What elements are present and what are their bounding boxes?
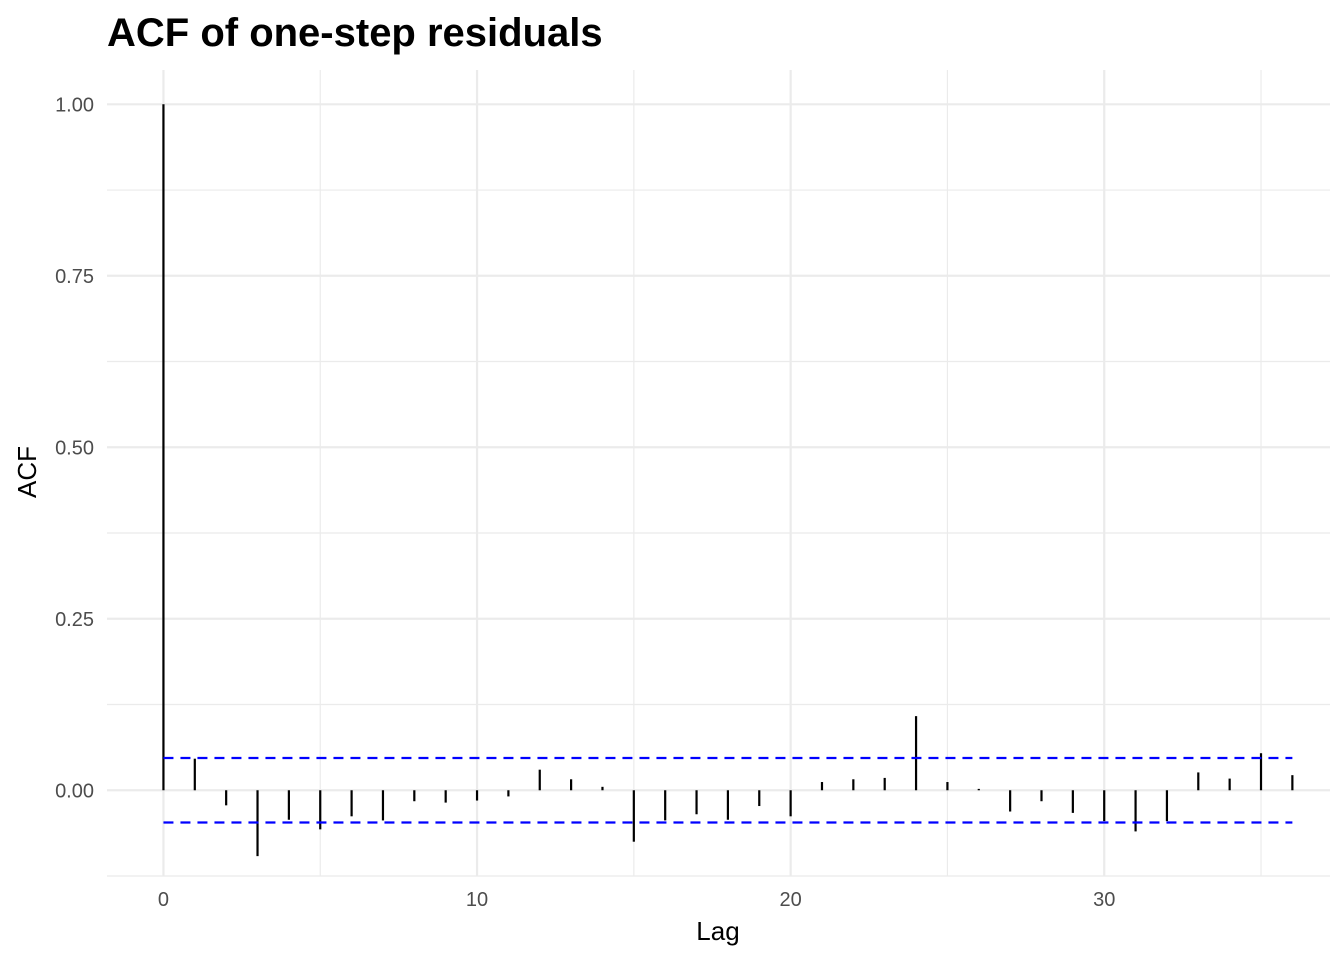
x-tick-label: 20: [780, 889, 802, 911]
y-tick-label: 1.00: [55, 94, 94, 116]
y-tick-label: 0.00: [55, 780, 94, 802]
x-tick-label: 0: [158, 889, 169, 911]
acf-bars: [162, 104, 1294, 857]
grid-major: [107, 70, 1330, 876]
grid-minor: [107, 70, 1330, 877]
x-axis-title: Lag: [696, 916, 739, 946]
y-axis-ticks: 0.00 0.25 0.50 0.75 1.00: [55, 94, 94, 802]
chart-title: ACF of one-step residuals: [107, 11, 603, 55]
y-tick-label: 0.75: [55, 266, 94, 288]
confidence-band: [163, 756, 1293, 824]
y-axis-title: ACF: [12, 446, 42, 498]
y-tick-label: 0.50: [55, 437, 94, 459]
x-axis-ticks: 0 10 20 30: [158, 889, 1115, 911]
x-tick-label: 30: [1093, 889, 1115, 911]
y-tick-label: 0.25: [55, 609, 94, 631]
x-tick-label: 10: [466, 889, 488, 911]
